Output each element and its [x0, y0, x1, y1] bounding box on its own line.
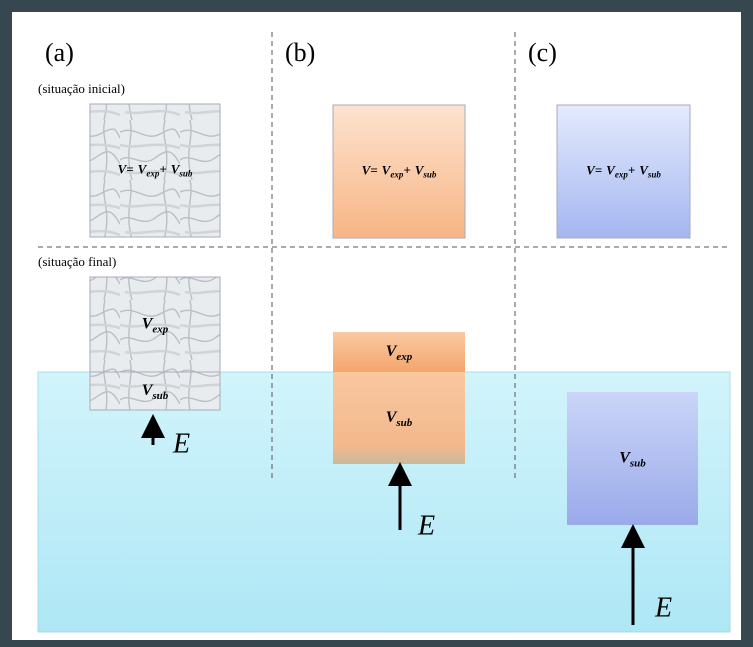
formula-part: V= [586, 162, 602, 177]
state-label: (situação final) [38, 254, 116, 269]
state-label: (situação inicial) [38, 81, 125, 96]
volume-sub: sub [395, 417, 412, 429]
formula-sub: sub [422, 170, 437, 180]
panel-label: (c) [528, 38, 557, 67]
formula-part: + [159, 161, 166, 176]
block-outline [90, 277, 220, 410]
formula-sub: sub [647, 170, 662, 180]
force-label: E [417, 510, 435, 541]
formula-sub: sub [178, 169, 193, 179]
force-label: E [654, 592, 672, 623]
formula-sub: exp [146, 169, 159, 179]
panel-label: (a) [45, 38, 74, 67]
formula-sub: exp [390, 170, 403, 180]
panel-label: (b) [285, 38, 315, 67]
volume-sub: sub [629, 457, 646, 469]
volume-sub: exp [396, 351, 412, 363]
formula-part: V= [362, 162, 378, 177]
formula-part: + [628, 162, 635, 177]
force-label: E [172, 428, 190, 459]
diagram: (situação inicial) (situação final) (a) V… [0, 0, 753, 647]
formula-part: + [403, 162, 410, 177]
formula-part: V= [118, 161, 134, 176]
formula-sub: exp [615, 170, 628, 180]
